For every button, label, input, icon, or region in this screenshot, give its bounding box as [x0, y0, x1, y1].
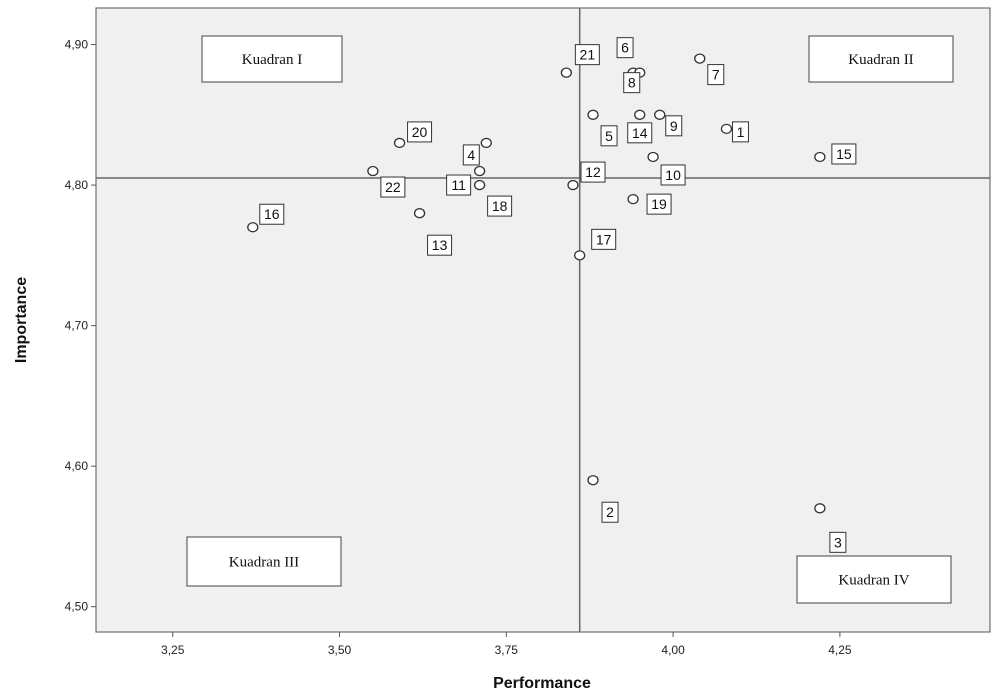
point-label: 14: [632, 125, 648, 141]
plot-area: [95, 7, 991, 633]
data-point: [720, 123, 733, 135]
y-tick-label: 4,50: [65, 600, 89, 614]
point-label: 4: [467, 147, 475, 163]
point-label-box: 6: [616, 37, 634, 59]
point-label: 6: [621, 40, 629, 56]
y-tick-label: 4,90: [65, 38, 89, 52]
y-axis-ticks: 4,50 4,60 4,70 4,80 4,90: [65, 38, 96, 614]
x-tick-label: 4,25: [828, 643, 852, 657]
point-label: 18: [492, 198, 508, 214]
point-label-box: 2: [601, 501, 619, 523]
point-label-box: 12: [580, 161, 606, 183]
data-point: [574, 250, 586, 261]
point-label-box: 9: [665, 115, 683, 137]
quadrant-label-box: Kuadran I: [201, 35, 343, 83]
point-label-box: 10: [660, 164, 686, 186]
point-label: 19: [651, 196, 667, 212]
data-point: [587, 109, 599, 120]
point-label: 9: [670, 118, 678, 134]
quadrant-label-box: Kuadran II: [808, 35, 954, 83]
point-label: 17: [596, 231, 612, 247]
data-point: [560, 67, 573, 78]
y-tick-label: 4,70: [65, 319, 89, 333]
point-label: 10: [665, 167, 681, 183]
point-label: 15: [836, 146, 852, 162]
point-label-box: 16: [259, 203, 285, 225]
data-point: [634, 109, 646, 120]
point-label: 7: [712, 67, 720, 83]
data-point: [587, 475, 599, 486]
point-label: 22: [385, 179, 401, 195]
point-label: 20: [412, 124, 428, 140]
data-point: [814, 503, 826, 514]
point-label-box: 21: [574, 44, 600, 66]
reference-lines: [96, 8, 990, 632]
y-tick-label: 4,80: [65, 178, 89, 192]
y-axis-title: Importance: [13, 277, 30, 363]
point-label-box: 11: [446, 174, 472, 196]
point-label: 13: [432, 237, 448, 253]
data-point: [413, 208, 426, 219]
point-label-box: 13: [427, 234, 453, 256]
point-label: 21: [580, 47, 596, 63]
point-label-box: 4: [462, 144, 480, 166]
data-point: [473, 179, 486, 191]
quadrant-label-box: Kuadran III: [186, 536, 342, 587]
x-tick-label: 4,00: [661, 643, 685, 657]
point-label-box: 14: [627, 122, 653, 144]
data-points: [247, 53, 826, 514]
quadrant-label-box: Kuadran IV: [796, 555, 952, 604]
point-label-box: 8: [623, 72, 641, 94]
point-label-box: 17: [591, 228, 617, 250]
point-label: 1: [737, 124, 745, 140]
point-label-box: 1: [731, 121, 749, 143]
point-label: 3: [834, 534, 842, 550]
x-tick-label: 3,75: [495, 643, 519, 657]
quadrant-label: Kuadran III: [229, 555, 299, 571]
data-point: [393, 137, 406, 149]
x-tick-label: 3,50: [328, 643, 352, 657]
point-label: 2: [606, 504, 614, 520]
point-label: 8: [628, 75, 636, 91]
quadrant-label: Kuadran IV: [838, 573, 909, 589]
point-label-box: 3: [829, 531, 847, 553]
data-point: [654, 109, 666, 120]
data-point: [367, 165, 379, 177]
data-point: [567, 179, 579, 191]
point-label-box: 19: [646, 193, 672, 215]
x-axis-title: Performance: [493, 675, 591, 692]
point-label-box: 15: [831, 143, 857, 165]
point-label: 16: [264, 206, 280, 222]
quadrant-label: Kuadran I: [242, 52, 302, 68]
point-label: 11: [451, 177, 466, 193]
quadrant-label: Kuadran II: [848, 52, 913, 68]
y-tick-label: 4,60: [65, 459, 89, 473]
point-label: 5: [605, 128, 613, 144]
x-axis-ticks: 3,25 3,50 3,75 4,00 4,25: [161, 632, 852, 657]
point-label-box: 20: [407, 121, 433, 143]
data-point: [647, 151, 659, 163]
data-point: [694, 53, 706, 64]
quadrant-labels: Kuadran I Kuadran II Kuadran III Kuadran IV: [186, 35, 954, 604]
point-label-box: 7: [707, 64, 725, 86]
data-point: [247, 222, 259, 233]
data-point: [814, 151, 826, 163]
x-tick-label: 3,25: [161, 643, 185, 657]
point-label: 12: [585, 164, 601, 180]
data-point: [627, 193, 639, 205]
point-label-box: 18: [487, 195, 513, 217]
data-point: [480, 137, 492, 149]
point-label-box: 22: [380, 176, 406, 198]
point-label-box: 5: [600, 125, 618, 147]
data-point: [473, 165, 486, 177]
